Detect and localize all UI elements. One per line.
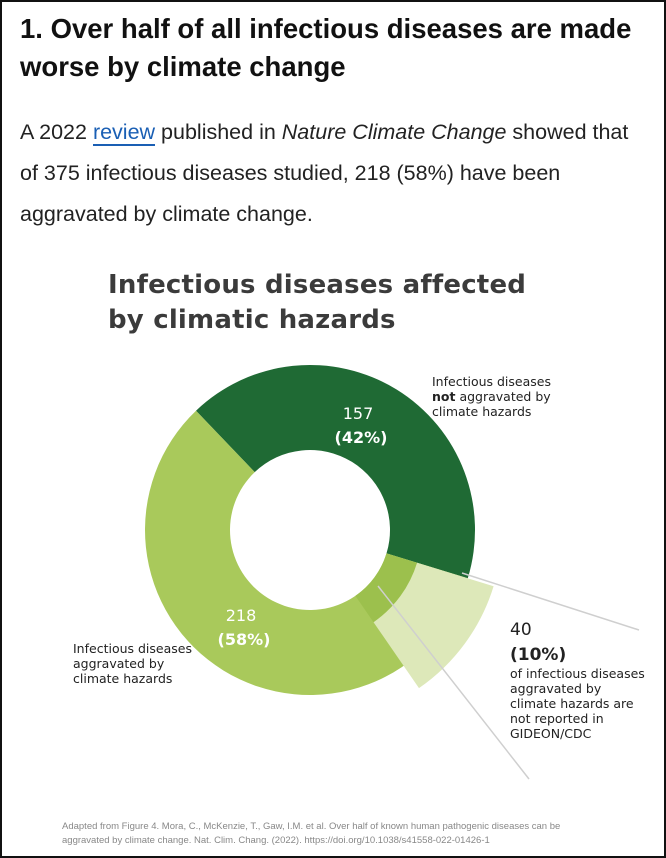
subset-segment <box>373 562 494 689</box>
percent-label: (58%) <box>217 630 271 649</box>
leader-line <box>377 585 530 780</box>
donut-segment <box>196 364 476 579</box>
subset-value: 40 <box>510 620 532 640</box>
text: Infectious diseases <box>432 374 551 389</box>
source: Adapted from Figure 4. Mora, C., McKenzi… <box>62 821 561 846</box>
subset-percent: (10%) <box>510 645 567 665</box>
segment-label: Infectious diseases not aggravated by cl… <box>432 374 572 419</box>
text: A 2022 <box>20 120 93 144</box>
chart-title: Infectious diseases affected by climatic… <box>108 270 527 335</box>
leader-line <box>461 572 640 631</box>
bold-text: not <box>432 389 456 404</box>
link[interactable]: review <box>92 120 156 146</box>
subset-inner <box>355 553 418 623</box>
heading: 1. Over half of all infectious diseases … <box>20 13 632 82</box>
text: published in <box>155 120 282 144</box>
value-label: 218 <box>225 606 257 625</box>
segment-label: Infectious diseases aggravated by climat… <box>73 641 198 686</box>
percent-label: (42%) <box>334 428 388 447</box>
text: showed that of 375 infectious diseases s… <box>20 120 629 226</box>
text: aggravated by climate hazards <box>432 389 551 419</box>
subset-label: of infectious diseases aggravated by cli… <box>510 666 645 741</box>
text: Infectious diseases aggravated by climat… <box>73 641 192 686</box>
italic-text: Nature Climate Change <box>281 120 507 144</box>
value-label: 157 <box>342 404 374 423</box>
paragraph: A 2022 review published in Nature Climat… <box>20 112 630 235</box>
